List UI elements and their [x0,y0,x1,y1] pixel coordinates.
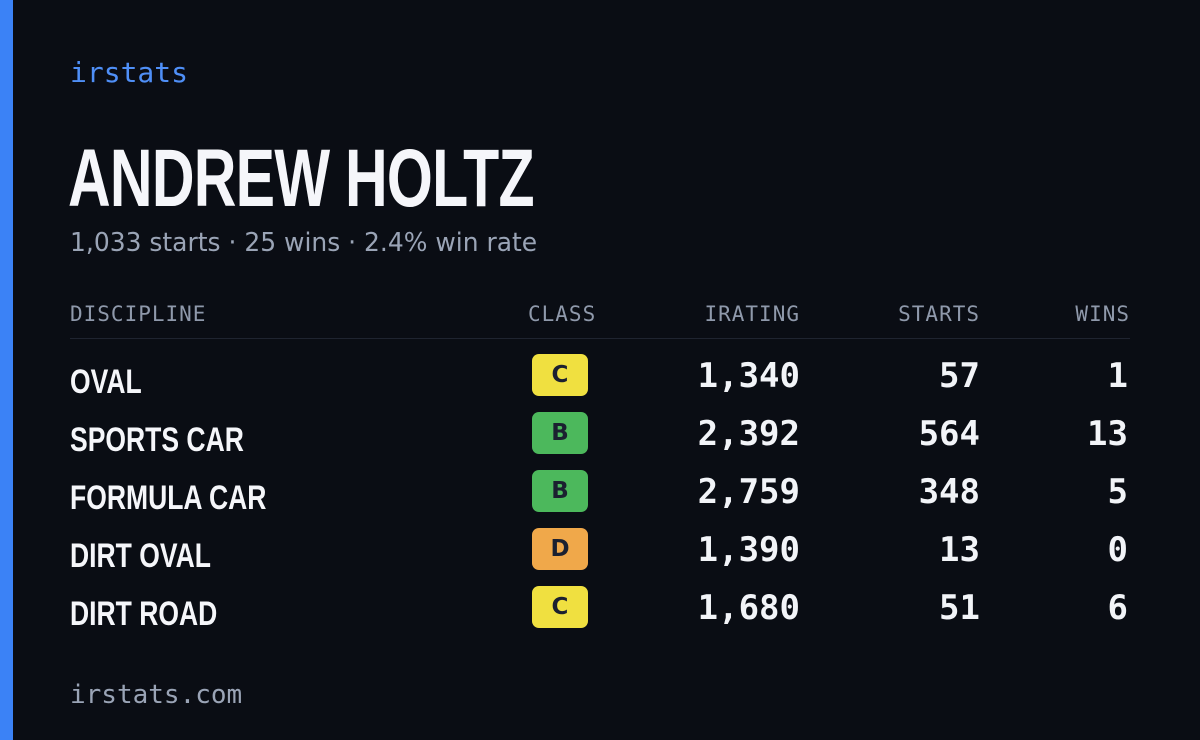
discipline-name: OVAL [70,363,142,401]
irating-value: 1,390 [697,530,800,570]
wins-value: 0 [1107,530,1128,570]
class-badge: D [532,528,588,570]
irating-value: 1,680 [697,588,800,628]
stats-table-header: DISCIPLINE CLASS IRATING STARTS WINS [70,300,1130,339]
header-starts: STARTS [898,302,980,326]
wins-value: 5 [1107,472,1128,512]
class-badge: B [532,470,588,512]
discipline-name: FORMULA CAR [70,479,267,517]
class-badge: B [532,412,588,454]
wins-value: 13 [1087,414,1128,454]
footer-url: irstats.com [70,680,243,710]
wins-value: 6 [1107,588,1128,628]
accent-bar [0,0,13,740]
starts-value: 348 [918,472,980,512]
discipline-name: SPORTS CAR [70,421,244,459]
discipline-name: DIRT ROAD [70,595,218,633]
header-discipline: DISCIPLINE [70,302,207,326]
starts-value: 13 [939,530,980,570]
driver-name: ANDREW HOLTZ [68,133,535,224]
class-badge: C [532,586,588,628]
irating-value: 2,759 [697,472,800,512]
table-row: FORMULA CAR B 2,759 348 5 [70,470,1130,528]
starts-value: 564 [918,414,980,454]
header-irating: IRATING [704,302,800,326]
starts-value: 51 [939,588,980,628]
header-class: CLASS [528,302,597,326]
header-wins: WINS [1075,302,1130,326]
irating-value: 2,392 [697,414,800,454]
class-badge: C [532,354,588,396]
discipline-name: DIRT OVAL [70,537,211,575]
table-row: OVAL C 1,340 57 1 [70,354,1130,412]
wins-value: 1 [1107,356,1128,396]
table-row: DIRT ROAD C 1,680 51 6 [70,586,1130,644]
table-row: SPORTS CAR B 2,392 564 13 [70,412,1130,470]
starts-value: 57 [939,356,980,396]
irating-value: 1,340 [697,356,800,396]
table-row: DIRT OVAL D 1,390 13 0 [70,528,1130,586]
driver-summary: 1,033 starts · 25 wins · 2.4% win rate [70,228,538,258]
brand-logo-text: irstats [70,56,189,89]
